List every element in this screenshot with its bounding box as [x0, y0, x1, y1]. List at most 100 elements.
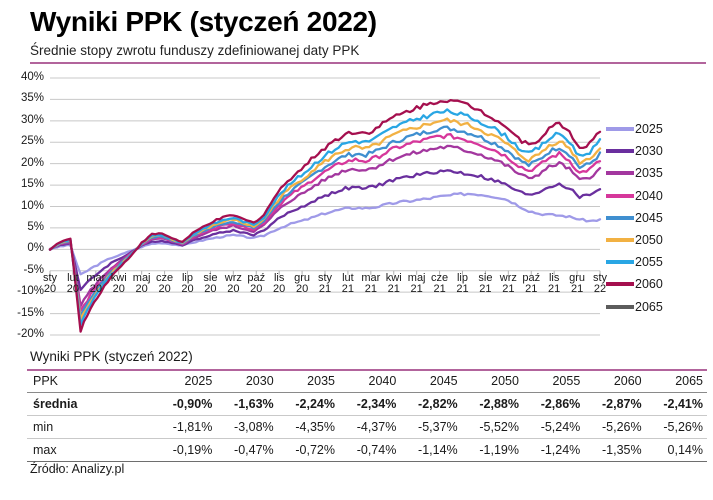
x-tick-month: lip: [181, 271, 193, 284]
legend-item-2045[interactable]: 2045: [606, 207, 711, 229]
x-tick-month: sty: [592, 271, 608, 284]
x-tick-year: 20: [43, 283, 57, 296]
x-tick-year: 21: [479, 283, 492, 296]
x-axis-tick-label: sie 20: [196, 272, 224, 296]
x-axis-tick-label: lut 21: [334, 272, 362, 296]
table-divider: [27, 369, 707, 371]
table-cell: -0,19%: [155, 438, 217, 462]
table-cell: -0,90%: [155, 392, 217, 416]
x-tick-month: mar: [361, 271, 381, 284]
x-tick-month: sie: [478, 271, 493, 284]
results-table: PPK 2025 2030 2035 2040 2045 2050 2055 2060 2065 …: [27, 371, 707, 462]
table-cell: -2,87%: [584, 392, 646, 416]
table-col-header-2035: 2035: [277, 371, 339, 393]
x-axis-tick-label: kwi 20: [105, 272, 133, 296]
table-cell: -5,37%: [400, 415, 462, 439]
table-cell: -1,63%: [216, 392, 278, 416]
legend-item-2030[interactable]: 2030: [606, 140, 711, 162]
x-axis-tick-label: wrz 20: [219, 271, 247, 296]
x-axis-tick-label: lip 20: [174, 271, 202, 296]
page-title: Wyniki PPK (styczeń 2022): [30, 6, 377, 37]
legend-color-swatch: [606, 127, 634, 132]
y-axis-tick-label: 35%: [20, 92, 44, 105]
y-axis-tick-label: 15%: [20, 178, 44, 191]
x-axis-tick-marks: [49, 270, 601, 275]
legend-item-2035[interactable]: 2035: [606, 162, 711, 184]
legend-color-swatch: [606, 304, 634, 309]
table-cell: -1,35%: [584, 438, 646, 462]
legend-color-swatch: [606, 282, 634, 287]
table-cell: -3,08%: [216, 415, 278, 439]
table-col-header-2050: 2050: [461, 371, 523, 393]
table-cell: -5,52%: [461, 415, 523, 439]
x-tick-year: 20: [135, 283, 148, 296]
y-axis-tick-label: 25%: [20, 135, 44, 148]
legend-item-2060[interactable]: 2060: [606, 273, 711, 295]
x-tick-month: cze: [156, 271, 174, 284]
x-axis-tick-label: sty 20: [36, 272, 64, 296]
x-tick-year: 21: [364, 283, 377, 296]
x-tick-year: 20: [273, 283, 286, 296]
series-line-2025: [48, 191, 602, 276]
table-row-label: max: [27, 438, 155, 462]
table-cell: -1,81%: [155, 415, 217, 439]
legend-label: 2065: [635, 299, 663, 314]
table-cell: -2,82%: [400, 392, 462, 416]
x-axis-tick-label: mar 21: [357, 271, 385, 296]
x-tick-month: wrz: [224, 271, 242, 284]
y-axis-tick-label: 20%: [20, 156, 44, 169]
table-col-header-2025: 2025: [155, 371, 217, 393]
series-lines: [48, 98, 602, 333]
y-axis-tick-label: 5%: [27, 220, 44, 233]
y-axis-tick-label: 40%: [20, 71, 44, 83]
table-cell: -5,26%: [584, 415, 646, 439]
y-axis-tick-label: -20%: [17, 328, 44, 340]
legend-item-2025[interactable]: 2025: [606, 118, 711, 140]
legend-item-2050[interactable]: 2050: [606, 229, 711, 251]
x-tick-month: lis: [548, 271, 560, 284]
legend-item-2040[interactable]: 2040: [606, 185, 711, 207]
x-tick-year: 20: [250, 283, 263, 296]
x-axis-tick-label: lut 20: [59, 272, 87, 296]
legend-label: 2060: [635, 277, 663, 292]
x-tick-year: 20: [112, 283, 125, 296]
y-axis-tick-label: -15%: [17, 306, 44, 319]
y-axis-tick-label: 10%: [20, 199, 44, 212]
x-axis-tick-label: cze 20: [151, 271, 179, 296]
legend-item-2055[interactable]: 2055: [606, 251, 711, 273]
legend-item-2065[interactable]: 2065: [606, 296, 711, 318]
table-cell: -2,86%: [522, 392, 585, 416]
x-tick-year: 22: [593, 283, 607, 296]
table-cell: -2,88%: [461, 392, 523, 416]
x-tick-month: mar: [86, 271, 106, 284]
chart-legend: 2025 2030 2035 2040 2045 2050 2055 2060 2065: [606, 118, 711, 318]
y-axis-tick-label: 0%: [27, 242, 44, 255]
table-cell: 0,14%: [645, 438, 707, 462]
x-axis-tick-label: lis 20: [265, 272, 293, 296]
x-axis-tick-label: gru 21: [563, 272, 591, 296]
table-body: średnia -0,90% -1,63% -2,24% -2,34% -2,82% -2,…: [27, 392, 707, 462]
x-axis-tick-label: paź 21: [517, 272, 545, 296]
table-cell: -4,37%: [338, 415, 401, 439]
table-cell: -0,47%: [216, 438, 278, 462]
x-tick-month: lip: [456, 271, 468, 284]
x-tick-year: 21: [525, 283, 538, 296]
table-cell: -1,19%: [461, 438, 523, 462]
table-header-row: PPK 2025 2030 2035 2040 2045 2050 2055 2060 2065: [27, 371, 707, 393]
legend-label: 2050: [635, 233, 663, 248]
table-row-label: średnia: [27, 392, 155, 416]
legend-color-swatch: [606, 193, 634, 198]
x-tick-year: 20: [227, 283, 240, 296]
legend-label: 2055: [635, 255, 663, 270]
x-axis-tick-label: maj 21: [403, 271, 431, 296]
x-axis-tick-label: lip 21: [449, 271, 477, 296]
table-col-header-2060: 2060: [584, 371, 646, 393]
x-axis-tick-label: sty 22: [586, 271, 614, 296]
x-tick-year: 20: [295, 283, 309, 296]
x-axis-tick-label: gru 20: [288, 272, 316, 296]
x-tick-year: 21: [387, 283, 400, 296]
x-axis-tick-label: sty 21: [311, 272, 339, 296]
x-axis-tick-label: kwi 21: [380, 272, 408, 296]
legend-label: 2045: [635, 210, 663, 225]
x-tick-month: maj: [407, 271, 426, 284]
